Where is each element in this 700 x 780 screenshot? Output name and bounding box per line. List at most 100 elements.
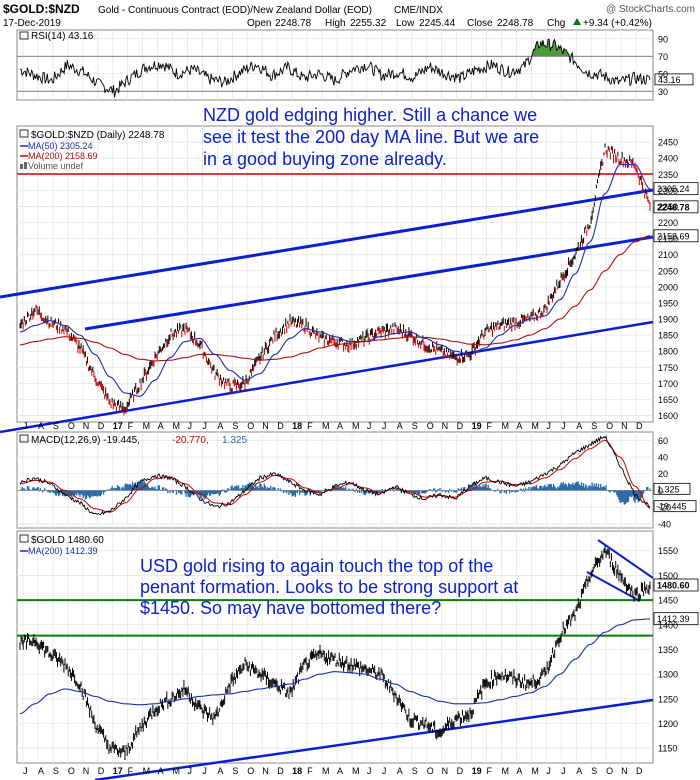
x-tick-label: A <box>576 766 582 776</box>
x-tick-label: J <box>382 421 387 431</box>
high-label: High <box>325 18 346 29</box>
macd-value: -19.445 <box>656 502 687 512</box>
macd-hist-value: 1.325 <box>657 484 680 494</box>
x-tick-label: 17 <box>113 421 123 431</box>
ma200-line <box>19 235 651 362</box>
x-tick-label: S <box>591 421 597 431</box>
price-panel-frame <box>16 125 654 423</box>
x-tick-label: 17 <box>113 766 123 776</box>
macd-legend-hist: 1.325 <box>222 435 247 446</box>
macd-panel-frame <box>16 431 654 529</box>
x-tick-label: N <box>83 421 90 431</box>
x-tick-label: M <box>531 766 539 776</box>
x-tick-label: J <box>382 766 387 776</box>
x-tick-label: O <box>606 766 613 776</box>
chart-date: 17-Dec-2019 <box>3 18 61 29</box>
y-tick-label: 1950 <box>658 298 678 308</box>
x-tick-label: S <box>232 421 238 431</box>
x-tick-label: A <box>217 421 223 431</box>
y-tick-label: 1600 <box>658 411 678 421</box>
price-bar-icon <box>19 129 29 138</box>
high-value: 2255.32 <box>350 18 387 29</box>
nzd-price-panel: 2305.24 2248.78 2158.69 <box>0 143 699 434</box>
x-tick-label: A <box>158 766 164 776</box>
x-tick-label: D <box>457 766 464 776</box>
y-tick-label: 2250 <box>658 202 678 212</box>
x-tick-label: J <box>187 766 192 776</box>
y-tick-label: 1450 <box>658 596 678 606</box>
price-value-label-box <box>653 200 699 214</box>
x-tick-label: 19 <box>472 766 482 776</box>
usd-annotation-line-2: penant formation. Looks to be strong sup… <box>140 577 518 597</box>
y-tick-label: 2400 <box>658 154 678 164</box>
nzd-legend: $GOLD:$NZD (Daily) 2248.78 MA(50) 2305.2… <box>19 129 165 171</box>
usd-panel-frame <box>16 530 654 764</box>
y-tick-label: 2300 <box>658 186 678 196</box>
y-tick-label: 2000 <box>658 282 678 292</box>
price-bar-icon <box>19 534 29 543</box>
x-tick-label: D <box>457 421 464 431</box>
x-tick-label: O <box>427 766 434 776</box>
usd-ma200-value: 1412.39 <box>657 614 690 624</box>
nzd-annotation-line-1: NZD gold edging higher. Still a chance w… <box>203 105 537 125</box>
y-tick-label: 1350 <box>658 645 678 655</box>
open-label: Open <box>247 18 271 29</box>
x-tick-label: M <box>143 421 151 431</box>
x-tick-label: D <box>98 421 105 431</box>
y-tick-label: -20 <box>658 503 671 513</box>
x-tick-label: O <box>427 421 434 431</box>
y-tick-label: 2200 <box>658 218 678 228</box>
x-tick-label: 18 <box>292 421 302 431</box>
macd-line <box>19 435 651 516</box>
x-tick-label: F <box>487 421 493 431</box>
y-tick-label: 1550 <box>658 546 678 556</box>
x-tick-label: J <box>367 766 372 776</box>
x-tick-label: N <box>442 421 449 431</box>
y-tick-label: 1300 <box>658 670 678 680</box>
y-tick-label: 2150 <box>658 234 678 244</box>
rsi-series-line <box>19 38 651 98</box>
x-tick-label: A <box>38 421 44 431</box>
y-tick-label: 1250 <box>658 694 678 704</box>
ma50-value-label-box <box>653 182 699 196</box>
lower-trendline <box>0 320 654 434</box>
low-value: 2245.44 <box>419 18 456 29</box>
y-tick-label: 0 <box>658 486 663 496</box>
legend-box-icon <box>19 31 29 40</box>
symbol-description: Gold - Continuous Contract (EOD)/New Zea… <box>98 5 372 16</box>
x-tick-label: D <box>636 766 643 776</box>
y-tick-label: 90 <box>658 34 668 44</box>
x-tick-label: A <box>516 421 522 431</box>
rsi-legend: RSI(14) 43.16 <box>19 31 94 42</box>
macd-signal-line <box>19 439 651 513</box>
x-tick-label: N <box>621 766 628 776</box>
x-tick-label: N <box>262 766 269 776</box>
x-tick-label: J <box>561 421 566 431</box>
x-tick-label: 19 <box>472 421 482 431</box>
y-tick-label: 1800 <box>658 347 678 357</box>
nzd-legend-price: $GOLD:$NZD (Daily) 2248.78 <box>31 130 165 141</box>
ma50-line <box>19 164 651 397</box>
x-tick-label: S <box>232 766 238 776</box>
x-tick-label: O <box>68 766 75 776</box>
legend-box-icon <box>19 434 29 443</box>
x-tick-label: J <box>187 421 192 431</box>
ma50-value-label: 2305.24 <box>657 184 690 194</box>
up-triangle-icon <box>573 18 581 25</box>
ma200-value-label-box <box>653 229 699 243</box>
y-tick-label: 40 <box>658 453 668 463</box>
price-value-label: 2248.78 <box>657 202 690 212</box>
x-tick-label: J <box>202 766 207 776</box>
y-tick-label: 50 <box>658 69 668 79</box>
x-tick-label: J <box>561 766 566 776</box>
x-tick-label: O <box>247 421 254 431</box>
watermark: @ StockCharts.com <box>606 4 695 15</box>
open-value: 2248.78 <box>275 18 312 29</box>
x-tick-label: A <box>38 766 44 776</box>
x-tick-label: M <box>173 766 181 776</box>
y-tick-label: 1850 <box>658 331 678 341</box>
x-tick-label: O <box>247 766 254 776</box>
x-tick-label: J <box>23 421 28 431</box>
x-tick-label: M <box>173 421 181 431</box>
nzd-legend-volume: Volume undef <box>28 161 84 171</box>
